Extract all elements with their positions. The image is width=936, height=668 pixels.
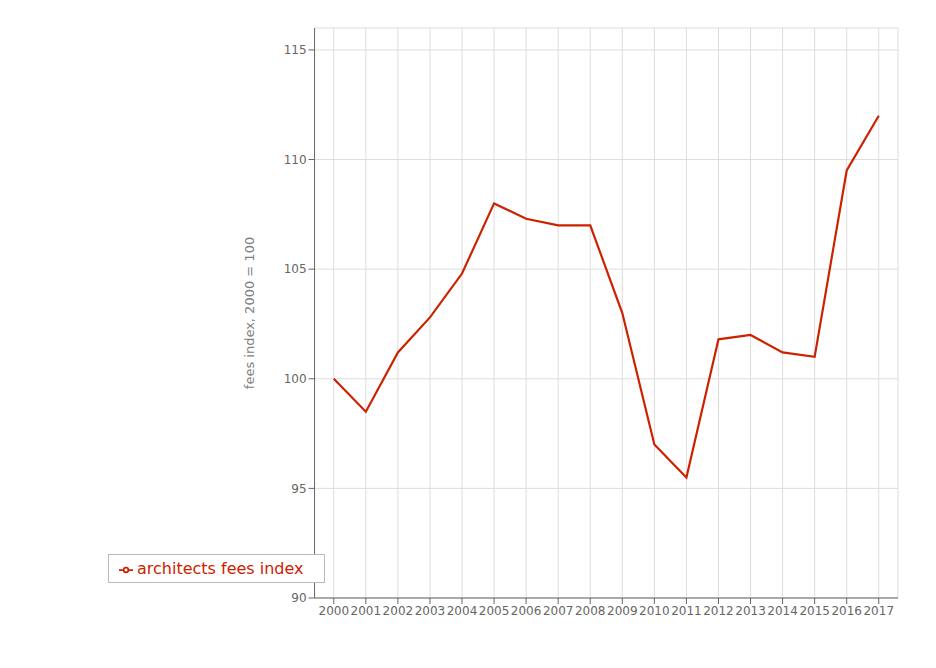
svg-text:2014: 2014 xyxy=(767,604,798,618)
svg-text:2011: 2011 xyxy=(671,604,702,618)
svg-text:110: 110 xyxy=(284,153,307,167)
svg-text:2013: 2013 xyxy=(735,604,766,618)
svg-text:2010: 2010 xyxy=(639,604,670,618)
svg-text:2004: 2004 xyxy=(447,604,478,618)
svg-text:2003: 2003 xyxy=(415,604,446,618)
html-text:architects fees index: architects fees index xyxy=(137,559,304,578)
svg-text:2005: 2005 xyxy=(479,604,510,618)
svg-text:fees index, 2000 = 100: fees index, 2000 = 100 xyxy=(242,237,257,389)
svg-text:2007: 2007 xyxy=(543,604,574,618)
svg-text:2001: 2001 xyxy=(351,604,382,618)
svg-text:2000: 2000 xyxy=(319,604,350,618)
svg-text:2008: 2008 xyxy=(575,604,606,618)
svg-text:2015: 2015 xyxy=(799,604,830,618)
svg-text:2002: 2002 xyxy=(383,604,414,618)
svg-text:115: 115 xyxy=(284,43,307,57)
svg-text:2017: 2017 xyxy=(863,604,894,618)
svg-text:2012: 2012 xyxy=(703,604,734,618)
svg-text:95: 95 xyxy=(291,482,306,496)
svg-text:2016: 2016 xyxy=(831,604,862,618)
svg-text:90: 90 xyxy=(291,591,306,605)
svg-text:105: 105 xyxy=(284,262,307,276)
svg-text:2006: 2006 xyxy=(511,604,542,618)
svg-text:100: 100 xyxy=(284,372,307,386)
svg-text:2009: 2009 xyxy=(607,604,638,618)
